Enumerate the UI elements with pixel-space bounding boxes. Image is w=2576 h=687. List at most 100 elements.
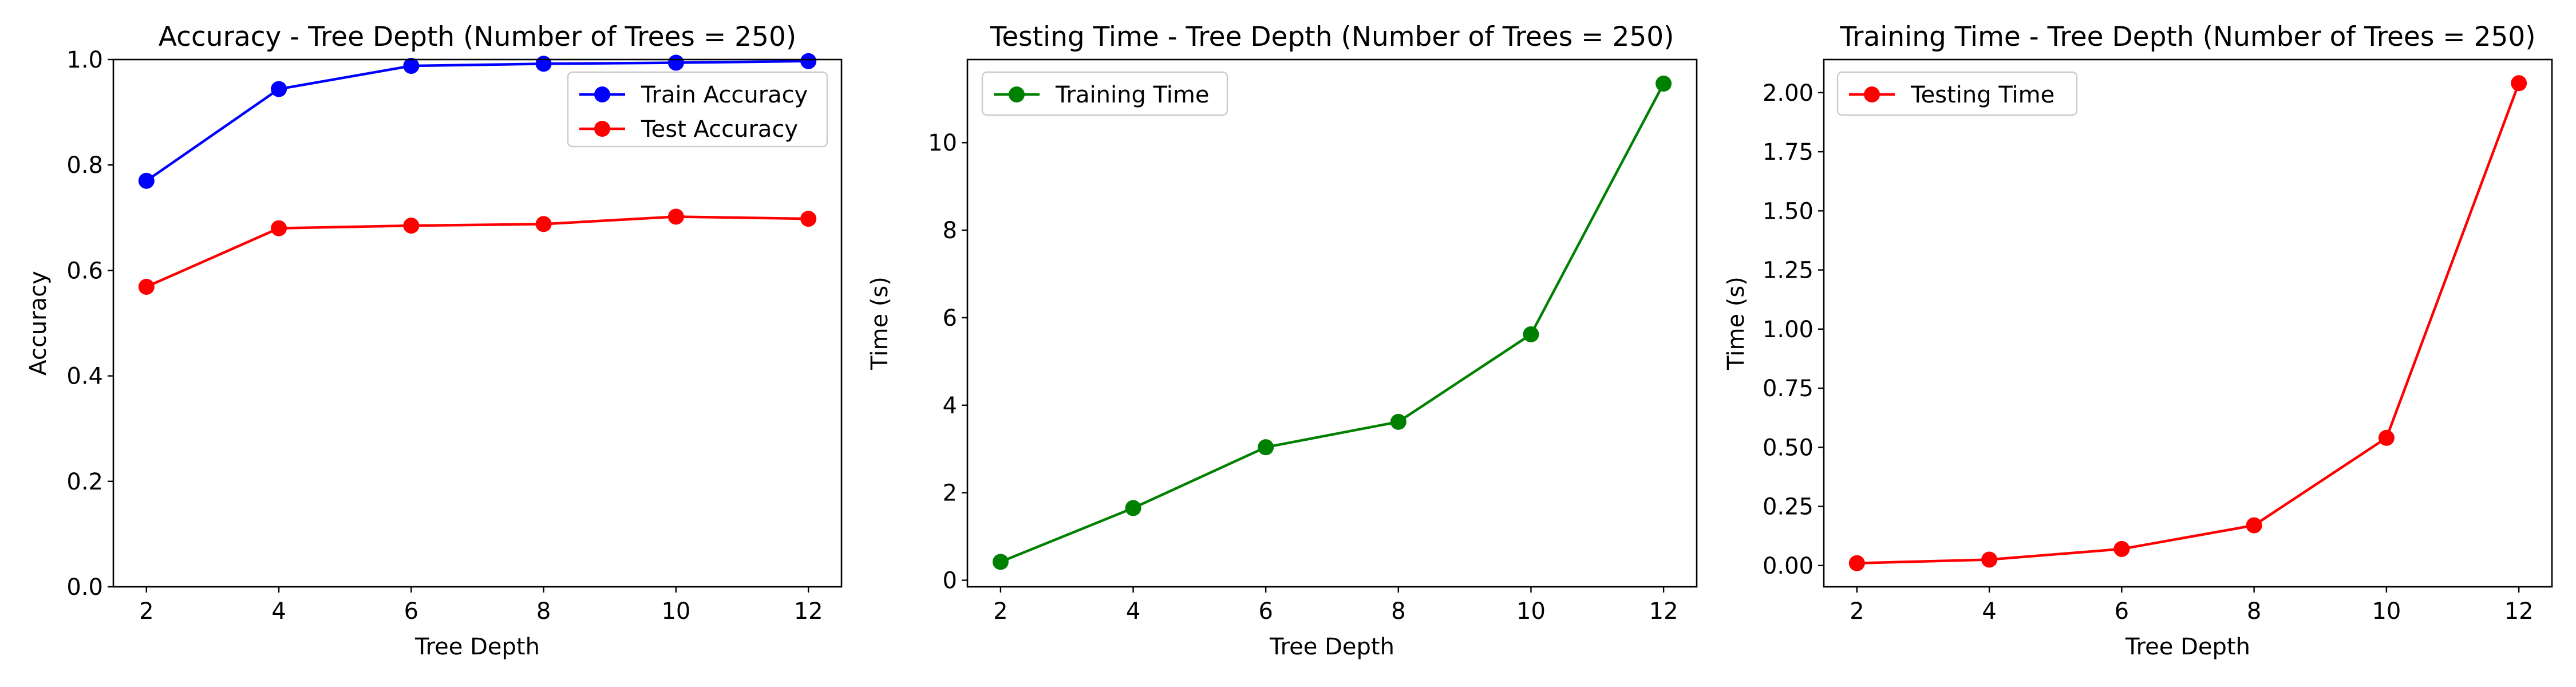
legend-entry-label: Train Accuracy (641, 82, 808, 108)
data-point (1848, 555, 1865, 571)
x-tick-label: 4 (1126, 598, 1140, 625)
x-tick-label: 2 (139, 598, 153, 625)
y-tick-label: 0.6 (66, 258, 103, 284)
x-axis-label: Tree Depth (1269, 634, 1394, 660)
data-point (1523, 326, 1539, 342)
x-tick-label: 6 (2115, 598, 2129, 625)
y-tick-label: 1.75 (1763, 139, 1814, 165)
y-tick-label: 10 (928, 130, 957, 156)
plot-frame (112, 58, 843, 588)
y-tick-label: 1.0 (66, 47, 103, 73)
data-point (535, 56, 552, 72)
data-point (535, 216, 552, 232)
data-point (403, 218, 420, 234)
data-point (1258, 439, 1274, 456)
data-point (1390, 413, 1406, 430)
legend-swatch-marker (1864, 86, 1880, 102)
data-point (800, 211, 817, 227)
x-tick-label: 8 (1391, 598, 1405, 625)
series-testing-time (1848, 75, 2527, 571)
y-tick-label: 0.4 (66, 364, 103, 390)
plot-frame (966, 58, 1698, 588)
x-tick-label: 10 (1516, 598, 1546, 625)
chart-3: Training Time - Tree Depth (Number of Tr… (1723, 21, 2553, 660)
x-axis-label: Tree Depth (414, 634, 540, 660)
series-test-accuracy (138, 208, 817, 295)
y-tick-label: 1.50 (1763, 198, 1814, 224)
x-tick-label: 2 (993, 598, 1008, 625)
legend-box (567, 71, 828, 148)
x-tick-label: 6 (1258, 598, 1273, 625)
y-tick-label: 0.0 (66, 574, 103, 601)
chart-2: Testing Time - Tree Depth (Number of Tre… (867, 21, 1698, 660)
chart-title: Accuracy - Tree Depth (Number of Trees =… (159, 21, 796, 53)
y-tick-label: 0.75 (1763, 376, 1814, 402)
legend-box (981, 71, 1228, 116)
y-tick-label: 0.8 (66, 152, 103, 179)
y-tick-label: 1.25 (1763, 258, 1814, 284)
y-tick-label: 0.2 (66, 469, 103, 495)
legend: Testing Time (1836, 71, 2078, 116)
chart-title: Training Time - Tree Depth (Number of Tr… (1839, 21, 2535, 53)
y-tick-label: 8 (943, 218, 957, 244)
data-point (271, 81, 287, 97)
y-tick-label: 0.50 (1763, 435, 1814, 461)
x-tick-label: 12 (794, 598, 823, 625)
series-train-accuracy (138, 53, 817, 189)
y-tick-label: 6 (943, 305, 957, 331)
legend: Training Time (981, 71, 1228, 116)
legend-entry-label: Testing Time (1910, 82, 2055, 108)
y-axis-label: Accuracy (25, 271, 52, 376)
x-tick-label: 12 (2504, 598, 2534, 625)
data-point (1981, 551, 1998, 568)
x-tick-label: 8 (2247, 598, 2261, 625)
y-axis-label: Time (s) (867, 277, 893, 370)
data-point (800, 53, 817, 69)
plot-frame (1823, 58, 2553, 588)
series-line (1856, 82, 2520, 564)
legend: Train Accuracy Test Accuracy (567, 71, 828, 148)
legend-entry-label: Training Time (1055, 82, 1209, 108)
y-tick-label: 0 (943, 568, 957, 594)
data-point (667, 208, 684, 225)
legend-swatch-marker (1009, 86, 1025, 102)
y-tick-label: 4 (943, 393, 957, 419)
data-point (138, 172, 155, 189)
chart-1: Accuracy - Tree Depth (Number of Trees =… (25, 21, 843, 660)
x-tick-label: 12 (1649, 598, 1678, 625)
series-line (145, 60, 809, 182)
data-point (992, 554, 1009, 570)
series-line (1000, 82, 1665, 563)
data-point (2246, 517, 2262, 534)
legend-swatch-marker (594, 121, 610, 137)
x-tick-label: 2 (1850, 598, 1864, 625)
data-point (2378, 429, 2395, 446)
data-point (667, 54, 684, 71)
chart-title: Testing Time - Tree Depth (Number of Tre… (989, 21, 1674, 53)
x-axis-label: Tree Depth (2125, 634, 2250, 660)
y-tick-label: 0.00 (1763, 553, 1814, 579)
data-point (138, 278, 155, 295)
x-tick-label: 10 (2372, 598, 2401, 625)
y-axis-label: Time (s) (1723, 277, 1749, 370)
x-tick-label: 8 (536, 598, 551, 625)
data-point (403, 58, 420, 74)
data-point (271, 220, 287, 236)
legend-box (1836, 71, 2078, 116)
data-point (2113, 540, 2130, 557)
data-point (1656, 76, 1672, 92)
x-tick-label: 6 (404, 598, 418, 625)
x-tick-label: 4 (1982, 598, 1996, 625)
legend-entry-label: Test Accuracy (641, 116, 798, 143)
legend-swatch-marker (594, 86, 610, 102)
x-tick-label: 10 (661, 598, 690, 625)
series-training-time (992, 76, 1672, 570)
y-tick-label: 0.25 (1763, 494, 1814, 520)
data-point (1125, 500, 1141, 516)
y-tick-label: 2.00 (1763, 80, 1814, 106)
y-tick-label: 2 (943, 480, 957, 507)
series-line (145, 215, 809, 289)
y-tick-label: 1.00 (1763, 317, 1814, 343)
